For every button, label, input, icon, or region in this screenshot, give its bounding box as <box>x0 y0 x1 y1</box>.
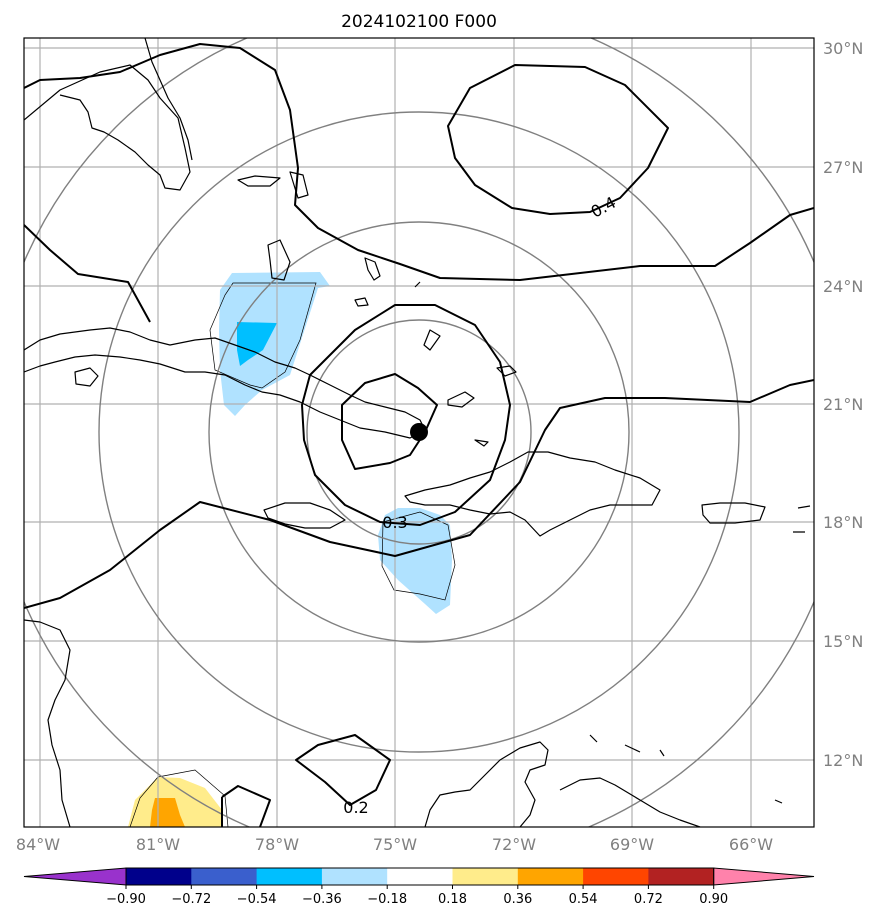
contour-line-a <box>24 43 814 281</box>
lat-label-27n: 27°N <box>823 158 863 177</box>
coast-small-islands <box>354 281 811 804</box>
shade-negative-light-haiti <box>378 508 452 614</box>
colorbar-tick-label: −0.18 <box>367 892 407 907</box>
coast-isle-of-youth <box>74 367 99 387</box>
shade-negative-light-cuba <box>219 272 330 416</box>
contour-0.4-high <box>447 64 669 215</box>
colorbar-tick-label: 0.90 <box>699 892 728 907</box>
lon-label-81w: 81°W <box>136 835 180 854</box>
colorbar-segment <box>256 868 323 885</box>
colorbar-ticks: −0.90 −0.72 −0.54 −0.36 −0.18 0.18 0.36 0.54 0.7… <box>106 885 728 907</box>
lon-label-66w: 66°W <box>729 835 773 854</box>
colorbar-segment <box>452 868 519 885</box>
coast-hispaniola <box>404 451 661 537</box>
coast-south-america <box>424 741 549 827</box>
colorbar-tick-label: 0.36 <box>503 892 532 907</box>
contour-0.3-ring <box>301 304 511 526</box>
graticule <box>24 38 814 827</box>
contour-label-03: 0.3 <box>382 513 407 532</box>
coastlines <box>24 38 811 827</box>
lat-label-15n: 15°N <box>823 632 863 651</box>
lat-label-12n: 12°N <box>823 751 863 770</box>
contour-0.2-sw <box>221 785 271 827</box>
range-rings <box>24 38 814 827</box>
colorbar-tick-label: −0.54 <box>237 892 277 907</box>
lon-label-69w: 69°W <box>610 835 654 854</box>
colorbar-tick-label: −0.90 <box>106 892 146 907</box>
shade-positive-orange <box>150 798 185 827</box>
colorbar-tick-label: 0.72 <box>634 892 663 907</box>
coast-abaco <box>289 171 309 199</box>
map-frame <box>23 37 815 828</box>
coast-central-america <box>24 619 71 827</box>
shaded-anomalies <box>128 272 452 827</box>
map-title: 2024102100 F000 <box>341 12 497 32</box>
colorbar-segment <box>191 868 258 885</box>
coast-florida-gulf <box>24 64 191 191</box>
lat-label-18n: 18°N <box>823 513 863 532</box>
lat-label-30n: 30°N <box>823 39 863 58</box>
colorbar-tick-label: 0.54 <box>569 892 598 907</box>
lon-label-84w: 84°W <box>16 835 60 854</box>
lat-label-21n: 21°N <box>823 395 863 414</box>
coast-andros <box>267 239 291 281</box>
colorbar-segment <box>648 868 715 885</box>
latitude-labels: 30°N 27°N 24°N 21°N 18°N 15°N 12°N <box>823 39 863 770</box>
contour-label-02: 0.2 <box>343 798 368 817</box>
shading-outlines <box>129 282 456 827</box>
coast-venezuela <box>559 777 701 827</box>
shade-negative-deep-cuba <box>237 322 277 366</box>
colorbar-extend-high <box>713 867 815 886</box>
colorbar-tick-label: 0.18 <box>438 892 467 907</box>
contour-label-04: 0.4 <box>588 193 619 222</box>
colorbar-segment <box>583 868 649 885</box>
map-area: 0.4 0.3 0.2 <box>24 38 814 827</box>
colorbar-frame <box>125 867 715 886</box>
colorbar-segment <box>126 868 192 885</box>
lon-label-78w: 78°W <box>255 835 299 854</box>
colorbar-tick-label: −0.36 <box>302 892 342 907</box>
contour-lines <box>24 43 814 827</box>
coast-puerto-rico <box>701 502 766 524</box>
contour-inner <box>341 373 438 470</box>
colorbar-extend-low <box>23 867 127 886</box>
coast-grand-bahama <box>237 175 281 187</box>
lon-label-75w: 75°W <box>373 835 417 854</box>
colorbar-segment <box>517 868 584 885</box>
colorbar <box>23 867 815 886</box>
contour-line-c <box>24 379 814 609</box>
colorbar-segment <box>321 868 388 885</box>
contour-line-b <box>24 224 151 323</box>
coast-florida-east <box>144 38 193 161</box>
colorbar-segment <box>387 868 453 885</box>
coast-long-island <box>364 257 381 281</box>
contour-0.2-south <box>295 734 391 806</box>
lat-label-24n: 24°N <box>823 277 863 296</box>
storm-center-marker <box>410 423 428 441</box>
coast-great-inagua <box>447 391 475 408</box>
coast-jamaica <box>263 502 346 529</box>
lon-label-72w: 72°W <box>492 835 536 854</box>
longitude-labels: 84°W 81°W 78°W 75°W 72°W 69°W 66°W <box>16 835 773 854</box>
colorbar-tick-label: −0.72 <box>171 892 211 907</box>
